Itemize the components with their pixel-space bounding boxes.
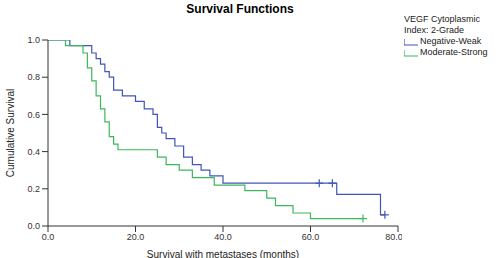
html-text:Survival Functions: Survival Functions [186,2,294,16]
svg-text:Cumulative Survival: Cumulative Survival [8,89,16,177]
svg-text:0.4: 0.4 [27,147,40,157]
svg-text:0.0: 0.0 [27,221,40,231]
html-text:Negative-Weak: Negative-Weak [420,36,482,46]
svg-text:Survival with metastases (mont: Survival with metastases (months) [147,249,299,258]
html-text:Moderate-Strong: Moderate-Strong [420,47,488,57]
svg-text:40.0: 40.0 [214,232,232,242]
svg-text:60.0: 60.0 [302,232,320,242]
svg-text:0.8: 0.8 [27,72,40,82]
svg-text:0.2: 0.2 [27,184,40,194]
html-text:VEGF Cytoplasmic Index: 2-Grad: VEGF Cytoplasmic Index: 2-Grade [404,14,480,35]
svg-text:1.0: 1.0 [27,35,40,45]
svg-text:0.0: 0.0 [42,232,55,242]
svg-text:80.0: 80.0 [385,232,402,242]
svg-text:20.0: 20.0 [127,232,145,242]
svg-text:0.6: 0.6 [27,110,40,120]
